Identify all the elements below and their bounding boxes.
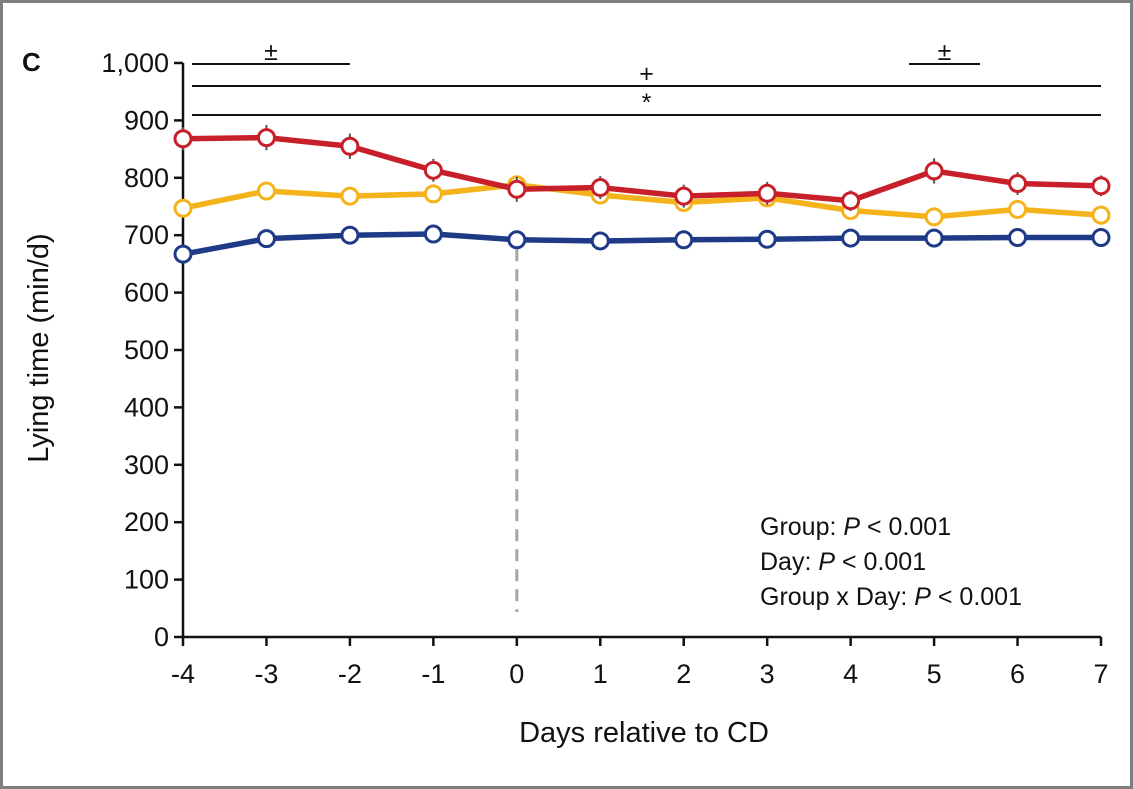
y-tick-label: 0 <box>154 622 169 652</box>
stat-value: < 0.001 <box>860 513 951 541</box>
y-tick-label: 600 <box>124 278 169 308</box>
series-1 <box>173 224 1111 264</box>
y-tick-label: 800 <box>124 163 169 193</box>
x-tick-label: 1 <box>593 659 608 689</box>
data-point <box>423 184 443 204</box>
axes: 0 100 200 300 400 500 600 700 800 900 1,000 -4 -3 -2 -… <box>101 48 1108 689</box>
y-tick-label: 400 <box>124 392 169 422</box>
data-point <box>841 228 861 248</box>
data-point <box>1091 205 1111 225</box>
data-point <box>507 230 527 250</box>
y-tick-label: 200 <box>124 507 169 537</box>
data-point <box>674 186 694 206</box>
series-3 <box>173 124 1111 212</box>
data-point <box>340 225 360 245</box>
series-line <box>182 231 1101 257</box>
significance-symbol: * <box>642 89 652 117</box>
data-point <box>757 183 777 203</box>
data-point <box>256 181 276 201</box>
y-axis-title: Lying time (min/d) <box>23 233 55 462</box>
data-point <box>173 129 193 149</box>
data-point <box>507 179 527 199</box>
y-tick-label: 1,000 <box>101 48 169 78</box>
x-tick-label: 5 <box>927 659 942 689</box>
stat-p: P <box>818 548 835 576</box>
data-point <box>256 229 276 249</box>
data-point <box>924 228 944 248</box>
series-group <box>173 124 1111 264</box>
significance-symbol: ± <box>938 38 952 66</box>
x-tick-label: 3 <box>760 659 775 689</box>
panel-label: C <box>22 47 41 77</box>
data-point <box>1008 174 1028 194</box>
x-axis-title: Days relative to CD <box>519 717 769 749</box>
y-tick-label: 100 <box>124 565 169 595</box>
x-tick-label: 7 <box>1093 659 1108 689</box>
data-point <box>590 231 610 251</box>
data-point <box>1091 176 1111 196</box>
data-point <box>423 224 443 244</box>
data-point <box>340 136 360 156</box>
stat-label: Group x Day: <box>760 583 914 611</box>
data-point <box>674 230 694 250</box>
series-2 <box>173 175 1111 227</box>
significance-symbol: + <box>639 60 654 88</box>
x-tick-label: 2 <box>676 659 691 689</box>
data-point <box>841 191 861 211</box>
data-point <box>256 128 276 148</box>
stat-p: P <box>843 513 860 541</box>
stat-value: < 0.001 <box>835 548 926 576</box>
y-tick-label: 500 <box>124 335 169 365</box>
data-point <box>590 178 610 198</box>
stat-annotation: Group x Day: P < 0.001 <box>760 583 1022 611</box>
x-tick-label: 4 <box>843 659 858 689</box>
stat-p: P <box>914 583 931 611</box>
stat-value: < 0.001 <box>931 583 1022 611</box>
x-tick-label: 6 <box>1010 659 1025 689</box>
y-tick-label: 700 <box>124 220 169 250</box>
x-tick-label: -4 <box>171 659 195 689</box>
stat-annotation: Group: P < 0.001 <box>760 513 951 541</box>
stat-annotation: Day: P < 0.001 <box>760 548 926 576</box>
stat-label: Day: <box>760 548 818 576</box>
significance-bars: ± ± +* <box>192 38 1101 117</box>
x-tick-label: -3 <box>254 659 278 689</box>
y-tick-label: 900 <box>124 105 169 135</box>
data-point <box>1091 227 1111 247</box>
y-tick-label: 300 <box>124 450 169 480</box>
data-point <box>340 186 360 206</box>
data-point <box>757 229 777 249</box>
data-point <box>924 161 944 181</box>
data-point <box>173 198 193 218</box>
stat-label: Group: <box>760 513 843 541</box>
data-point <box>423 160 443 180</box>
data-point <box>173 244 193 264</box>
data-point <box>1008 199 1028 219</box>
data-point <box>1008 227 1028 247</box>
x-tick-label: -2 <box>338 659 362 689</box>
series-line <box>182 181 1102 220</box>
significance-symbol: ± <box>264 38 278 66</box>
x-tick-label: -1 <box>421 659 445 689</box>
x-tick-label: 0 <box>509 659 524 689</box>
series-line <box>182 134 1102 204</box>
data-point <box>924 207 944 227</box>
